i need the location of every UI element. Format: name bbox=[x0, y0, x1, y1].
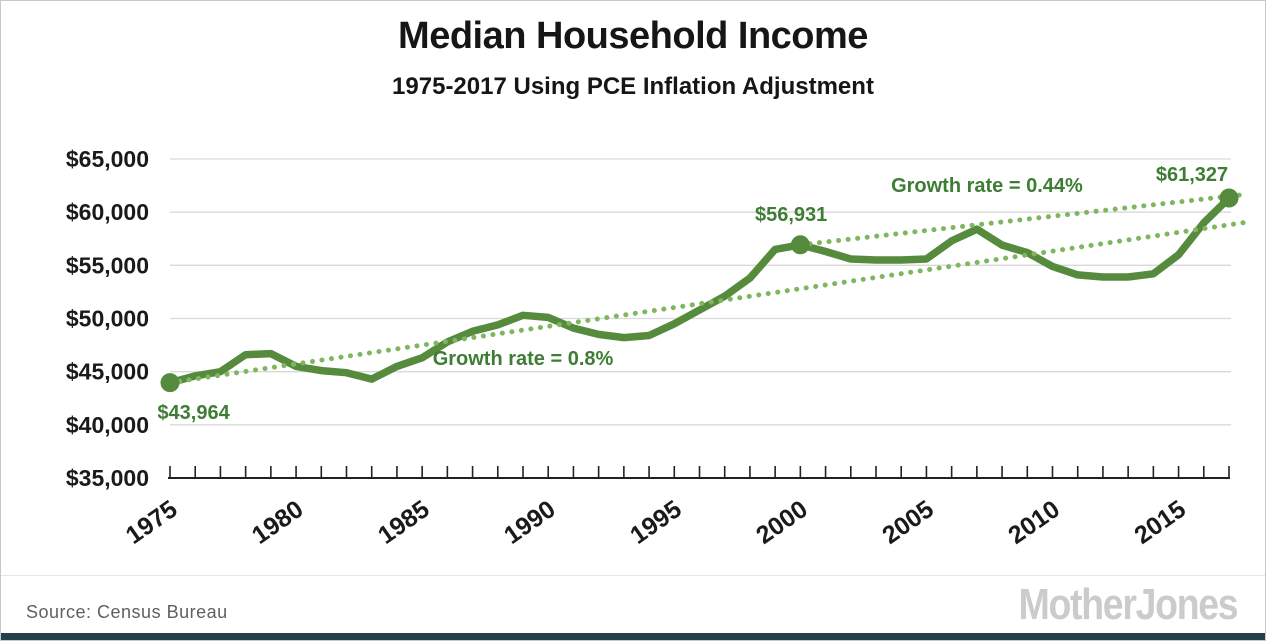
x-axis-label: 1995 bbox=[625, 495, 687, 550]
growth-rate-label: Growth rate = 0.44% bbox=[891, 175, 1083, 197]
x-axis-label: 2010 bbox=[1003, 495, 1065, 550]
y-axis-label: $50,000 bbox=[66, 306, 149, 332]
income-line bbox=[166, 194, 1233, 387]
y-axis-label: $40,000 bbox=[66, 412, 149, 438]
trend-line bbox=[797, 191, 1251, 248]
growth-rate-label: Growth rate = 0.8% bbox=[433, 348, 614, 370]
y-axis-label: $65,000 bbox=[66, 146, 149, 172]
chart-title: Median Household Income bbox=[398, 15, 868, 57]
source-note: Source: Census Bureau bbox=[26, 602, 228, 622]
chart-subtitle: 1975-2017 Using PCE Inflation Adjustment bbox=[392, 73, 874, 100]
x-axis-label: 2015 bbox=[1129, 495, 1191, 550]
x-axis-label: 1980 bbox=[247, 495, 309, 550]
bottom-bar bbox=[1, 633, 1265, 640]
x-axis-label: 2005 bbox=[877, 495, 939, 550]
point-value-label: $43,964 bbox=[157, 402, 230, 424]
x-axis-label: 1985 bbox=[373, 495, 435, 550]
motherjones-logo: MotherJones bbox=[1018, 580, 1238, 629]
data-point-marker bbox=[160, 373, 180, 393]
trend-line bbox=[167, 219, 1251, 386]
data-point-marker bbox=[790, 235, 810, 255]
data-point-marker bbox=[1219, 188, 1239, 208]
y-axis-label: $45,000 bbox=[66, 359, 149, 385]
y-axis-label: $60,000 bbox=[66, 199, 149, 225]
x-axis-label: 1990 bbox=[499, 495, 561, 550]
point-value-label: $56,931 bbox=[755, 204, 827, 226]
x-axis-label: 2000 bbox=[751, 495, 813, 550]
point-value-label: $61,327 bbox=[1156, 164, 1228, 186]
y-axis-label: $55,000 bbox=[66, 252, 149, 278]
x-axis-label: 1975 bbox=[121, 495, 183, 550]
y-axis-label: $35,000 bbox=[66, 465, 149, 491]
footer-divider bbox=[1, 575, 1265, 576]
